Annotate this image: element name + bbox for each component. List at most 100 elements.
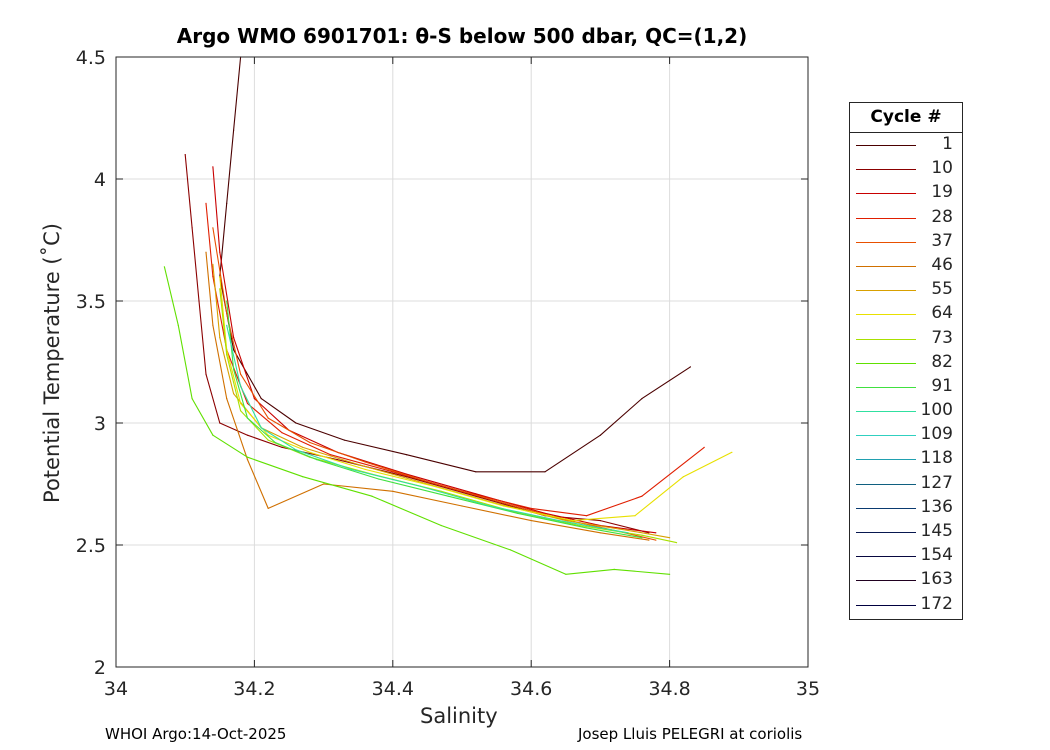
data-point [530,507,532,509]
legend-label: 91 [931,375,953,396]
footer-right: Josep Lluis PELEGRI at coriolis [578,725,803,743]
x-tick-label: 34.2 [233,678,275,700]
data-point [212,166,214,168]
data-point [233,349,235,351]
plot-frame [115,56,809,668]
legend-swatch [856,532,916,533]
legend-entry: 145 [850,520,962,544]
y-tick-label: 2.5 [76,535,106,557]
data-point [655,532,657,534]
data-point [226,300,228,302]
legend-label: 10 [931,158,953,179]
series-line-64 [219,276,733,522]
legend-label: 100 [920,400,953,421]
data-point [246,459,249,461]
legend-swatch [856,217,916,219]
legend: Cycle # 1 10 19 28 37 46 55 64 73 82 91 100 109 118 12… [849,102,963,620]
data-point [364,461,366,463]
data-point [406,454,408,456]
data-point [496,500,498,502]
data-point [246,456,249,458]
legend-label: 127 [920,472,953,493]
data-point [565,520,567,522]
data-point [489,505,491,507]
legend-entry: 91 [850,375,962,399]
data-point [226,354,228,356]
legend-swatch [856,556,916,558]
data-point [302,446,304,448]
legend-label: 118 [920,448,953,469]
data-point [641,398,643,400]
series-91 [226,300,643,539]
legend-entry: 1 [850,133,962,157]
legend-label: 145 [920,521,953,541]
legend-label: 163 [920,569,953,590]
x-tick-label: 34.6 [510,678,552,700]
legend-entry: 163 [850,568,962,592]
grid [116,57,808,667]
legend-swatch [856,604,916,606]
data-point [669,537,671,539]
legend-entry: 10 [850,157,962,181]
data-point [599,532,602,534]
legend-entry: 82 [850,351,962,375]
legend-entry: 154 [850,544,962,568]
legend-entry: 118 [850,447,962,471]
legend-entry: 28 [850,206,962,230]
legend-entry: 73 [850,327,962,351]
data-point [530,520,532,522]
data-point [392,471,394,473]
data-point [689,366,692,368]
legend-swatch [856,580,916,582]
data-point [447,495,449,497]
legend-label: 109 [920,424,953,445]
data-point [364,468,366,470]
x-tick-label: 34.8 [648,678,690,700]
legend-entry: 136 [850,496,962,520]
data-point [336,459,338,461]
data-point [226,202,228,204]
legend-entry: 109 [850,423,962,447]
y-tick-label: 4.5 [76,47,106,69]
data-point [682,476,685,478]
legend-label: 1 [942,134,953,154]
legend-entry: 100 [850,399,962,423]
y-tick-label: 3.5 [76,291,106,313]
data-point [440,490,442,492]
legend-label: 28 [931,206,953,227]
legend-swatch [856,507,916,509]
data-point [212,324,214,326]
data-point [205,373,207,375]
data-point [357,463,359,466]
data-point [627,529,629,532]
x-axis-label: Salinity [420,704,498,728]
legend-entry: 55 [850,278,962,302]
series-line-1 [219,56,691,473]
data-point [163,266,165,268]
data-point [240,402,242,405]
data-point [599,434,602,436]
data-point [309,441,311,444]
legend-swatch [856,290,916,292]
data-point [246,402,249,405]
legend-label: 82 [931,351,953,372]
data-point [475,495,477,497]
data-point [350,468,352,470]
data-point [205,202,207,204]
data-point [558,520,560,522]
legend-swatch [856,459,916,461]
footer-left: WHOI Argo:14-Oct-2025 [105,725,287,743]
data-point [191,227,193,229]
data-point [302,476,304,478]
legend-swatch [856,169,916,171]
data-point [274,441,276,444]
data-point [586,515,588,517]
legend-label: 64 [931,303,953,324]
legend-label: 73 [931,327,953,348]
x-tick-label: 34.4 [372,678,414,700]
data-point [323,483,325,485]
data-point [246,417,249,419]
data-point [433,485,435,487]
legend-label: 55 [931,279,953,300]
